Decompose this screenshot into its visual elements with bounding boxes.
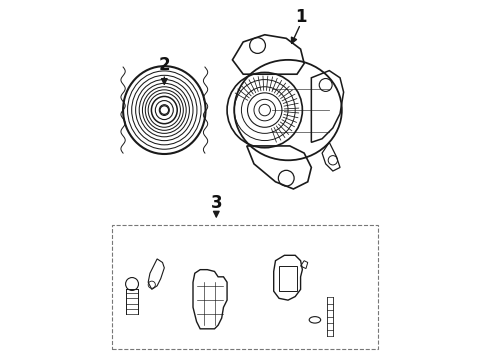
Text: 3: 3 [211, 194, 222, 212]
Text: 2: 2 [158, 56, 170, 74]
Bar [112, 225, 378, 348]
Text: 1: 1 [295, 8, 306, 26]
Bar [279, 266, 297, 291]
